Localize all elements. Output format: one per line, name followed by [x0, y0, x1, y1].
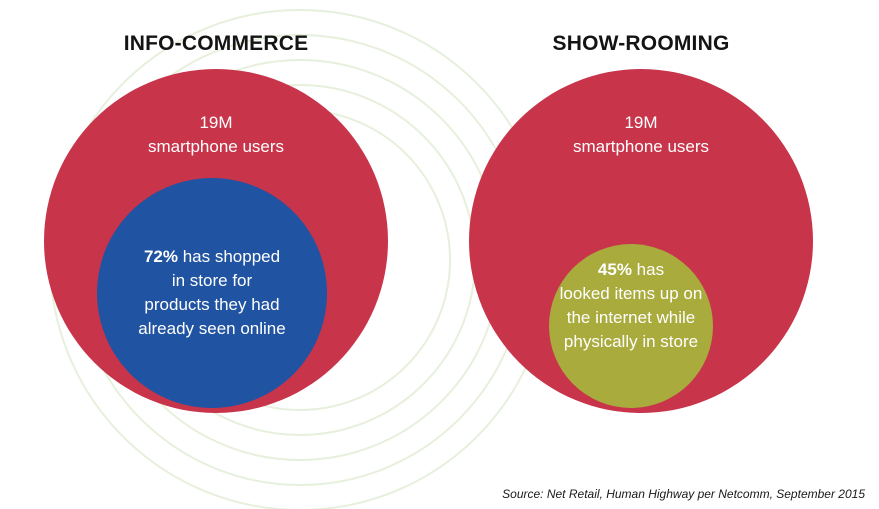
- show-rooming-inner-circle: [549, 244, 713, 408]
- show-rooming-title: SHOW-ROOMING: [552, 32, 730, 55]
- info-commerce-outer-label: 19M smartphone users: [116, 111, 316, 159]
- info-commerce-inner-label: 72% has shopped in store for products th…: [112, 245, 312, 341]
- info-commerce-inner-circle: [97, 178, 327, 408]
- info-commerce-line4: already seen online: [138, 319, 286, 338]
- show-rooming-outer-value: 19M: [624, 113, 658, 132]
- info-commerce-outer-value: 19M: [199, 113, 233, 132]
- show-rooming-percent: 45%: [597, 260, 632, 279]
- info-commerce-line3: products they had: [144, 295, 280, 314]
- show-rooming-line3: the internet while: [566, 308, 696, 327]
- show-rooming-line1: has: [631, 260, 665, 279]
- show-rooming-outer-text: smartphone users: [572, 137, 710, 156]
- info-commerce-percent: 72%: [143, 247, 178, 266]
- info-commerce-line1: has shopped: [177, 247, 281, 266]
- show-rooming-line2: looked items up on: [559, 284, 703, 303]
- info-commerce-line2: in store for: [171, 271, 253, 290]
- show-rooming-outer-label: 19M smartphone users: [541, 111, 741, 159]
- show-rooming-line4: physically in store: [563, 332, 699, 351]
- source-note: Source: Net Retail, Human Highway per Ne…: [502, 487, 865, 501]
- show-rooming-inner-label: 45% has looked items up on the internet …: [536, 258, 726, 354]
- info-commerce-title: INFO-COMMERCE: [123, 32, 309, 55]
- info-commerce-outer-text: smartphone users: [147, 137, 285, 156]
